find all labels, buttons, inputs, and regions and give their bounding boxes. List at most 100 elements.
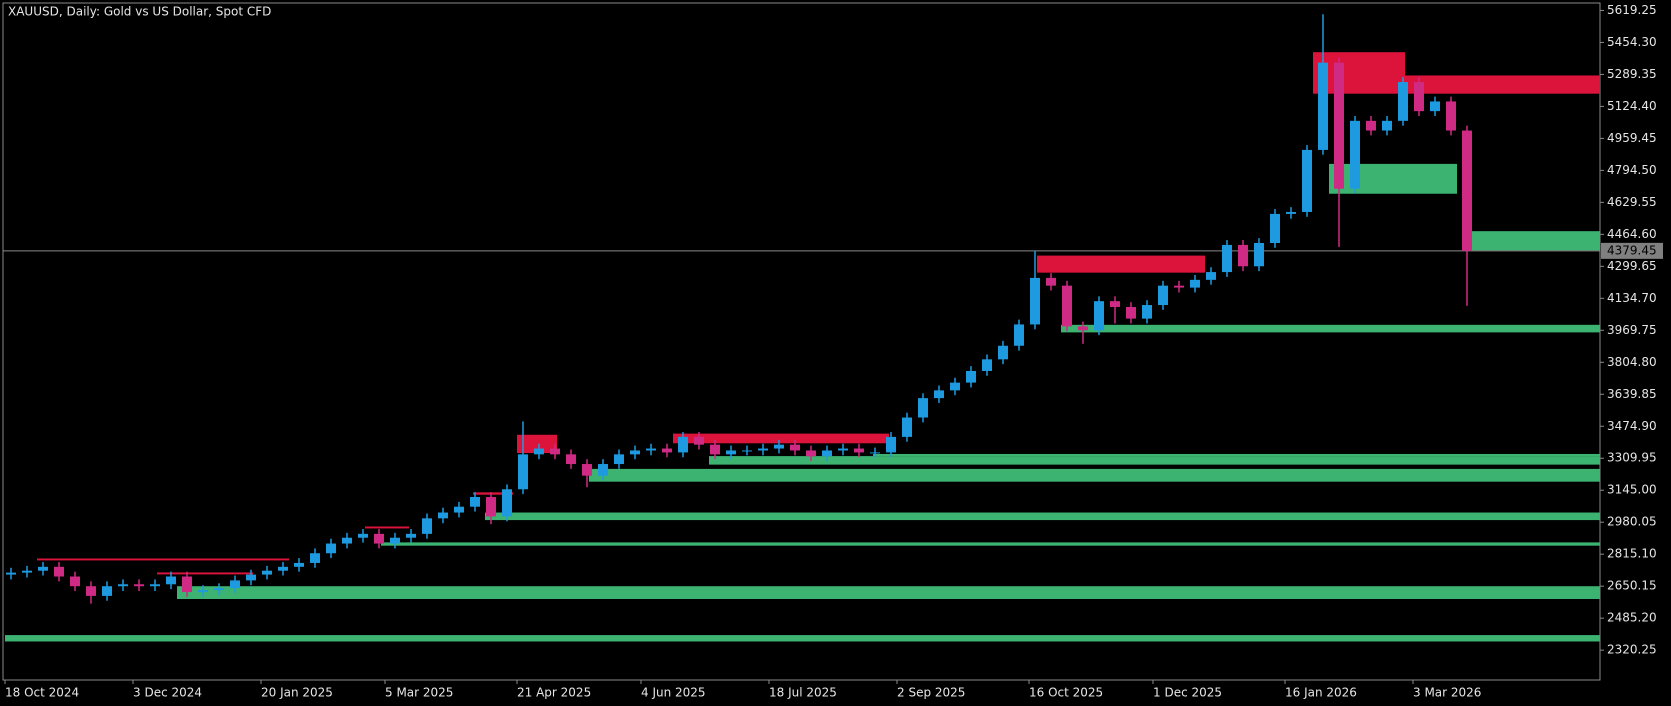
y-tick-label: 4629.55 (1607, 195, 1657, 209)
zone (381, 542, 1600, 546)
candle-body (1158, 285, 1168, 306)
candle-body (470, 497, 480, 507)
zone (485, 512, 1600, 521)
candle-body (214, 588, 224, 591)
zone (517, 434, 557, 453)
x-tick-label: 1 Dec 2025 (1153, 686, 1222, 700)
candle-body (1094, 301, 1104, 331)
candle-body (598, 464, 608, 476)
zone (177, 586, 1600, 600)
candle-body (870, 452, 880, 454)
candle-body (374, 533, 384, 544)
candle-body (838, 448, 848, 451)
candle-body (582, 464, 592, 476)
candle-body (678, 436, 688, 453)
candle-body (934, 390, 944, 399)
candle-body (550, 448, 560, 455)
candle-body (166, 576, 176, 585)
y-tick-label: 3145.00 (1607, 483, 1657, 497)
candle-body (230, 580, 240, 589)
current-price-box (1601, 242, 1663, 259)
candle-body (694, 436, 704, 445)
candle-body (86, 586, 96, 596)
candle-body (710, 444, 720, 455)
candle-body (390, 537, 400, 544)
candle-body (758, 448, 768, 451)
candle-body (1462, 130, 1472, 251)
candle-body (1206, 272, 1216, 280)
candle-body (1318, 62, 1328, 150)
candle-body (646, 448, 656, 451)
zone (157, 572, 253, 575)
candle-body (886, 436, 896, 453)
candle-body (774, 444, 784, 449)
plot-frame (2, 2, 1601, 681)
y-tick-label: 2980.05 (1607, 515, 1657, 529)
x-tick-label: 18 Oct 2024 (5, 686, 79, 700)
candle-body (966, 370, 976, 383)
x-tick-label: 2 Sep 2025 (897, 686, 965, 700)
candle-body (294, 562, 304, 567)
candle-body (278, 566, 288, 571)
x-tick-label: 20 Jan 2025 (261, 686, 333, 700)
candle-body (134, 584, 144, 587)
candle-body (182, 576, 192, 593)
candle-body (566, 454, 576, 465)
candle-body (150, 584, 160, 587)
candle-body (454, 506, 464, 513)
candle-body (1046, 277, 1056, 286)
candle-body (998, 345, 1008, 360)
y-tick-label: 4794.50 (1607, 163, 1657, 177)
candle-body (22, 570, 32, 573)
candle-body (1414, 82, 1424, 112)
candle-body (1238, 244, 1248, 267)
zone (673, 433, 889, 444)
candle-body (726, 450, 736, 455)
zone (1061, 324, 1600, 333)
zone (1313, 52, 1405, 94)
candle-body (502, 489, 512, 517)
zone (709, 456, 1600, 465)
zone (473, 492, 513, 495)
zone (1329, 163, 1457, 194)
candle-body (822, 450, 832, 457)
zone (365, 526, 409, 529)
candle-body (534, 448, 544, 455)
candle-body (1030, 277, 1040, 325)
candle-body (310, 553, 320, 563)
zone (1037, 255, 1205, 273)
candle-body (790, 444, 800, 451)
candle-body (486, 497, 496, 517)
zone (1469, 231, 1600, 251)
y-tick-label: 5289.35 (1607, 67, 1657, 81)
candle-body (54, 566, 64, 577)
candle-body (102, 586, 112, 596)
candle-body (1270, 213, 1280, 243)
candle-body (1254, 242, 1264, 267)
zone (5, 635, 1600, 642)
candle-body (1382, 120, 1392, 131)
candle-body (1014, 324, 1024, 346)
y-tick-label: 4134.70 (1607, 291, 1657, 305)
y-tick-label: 4464.60 (1607, 227, 1657, 241)
candle-body (902, 417, 912, 437)
candle-body (742, 450, 752, 452)
candle-body (1126, 306, 1136, 319)
zone (589, 468, 1600, 482)
candle-body (518, 454, 528, 490)
candle-body (38, 566, 48, 571)
candle-body (1078, 326, 1088, 331)
candle-body (982, 359, 992, 371)
candle-body (1366, 120, 1376, 131)
candle-body (1446, 101, 1456, 131)
y-tick-label: 3804.80 (1607, 355, 1657, 369)
x-tick-label: 16 Jan 2026 (1285, 686, 1357, 700)
x-tick-label: 3 Dec 2024 (133, 686, 202, 700)
candle-body (1430, 101, 1440, 112)
candle-body (1334, 62, 1344, 189)
y-tick-label: 5124.40 (1607, 99, 1657, 113)
x-tick-label: 4 Jun 2025 (641, 686, 706, 700)
candle-body (1398, 82, 1408, 121)
